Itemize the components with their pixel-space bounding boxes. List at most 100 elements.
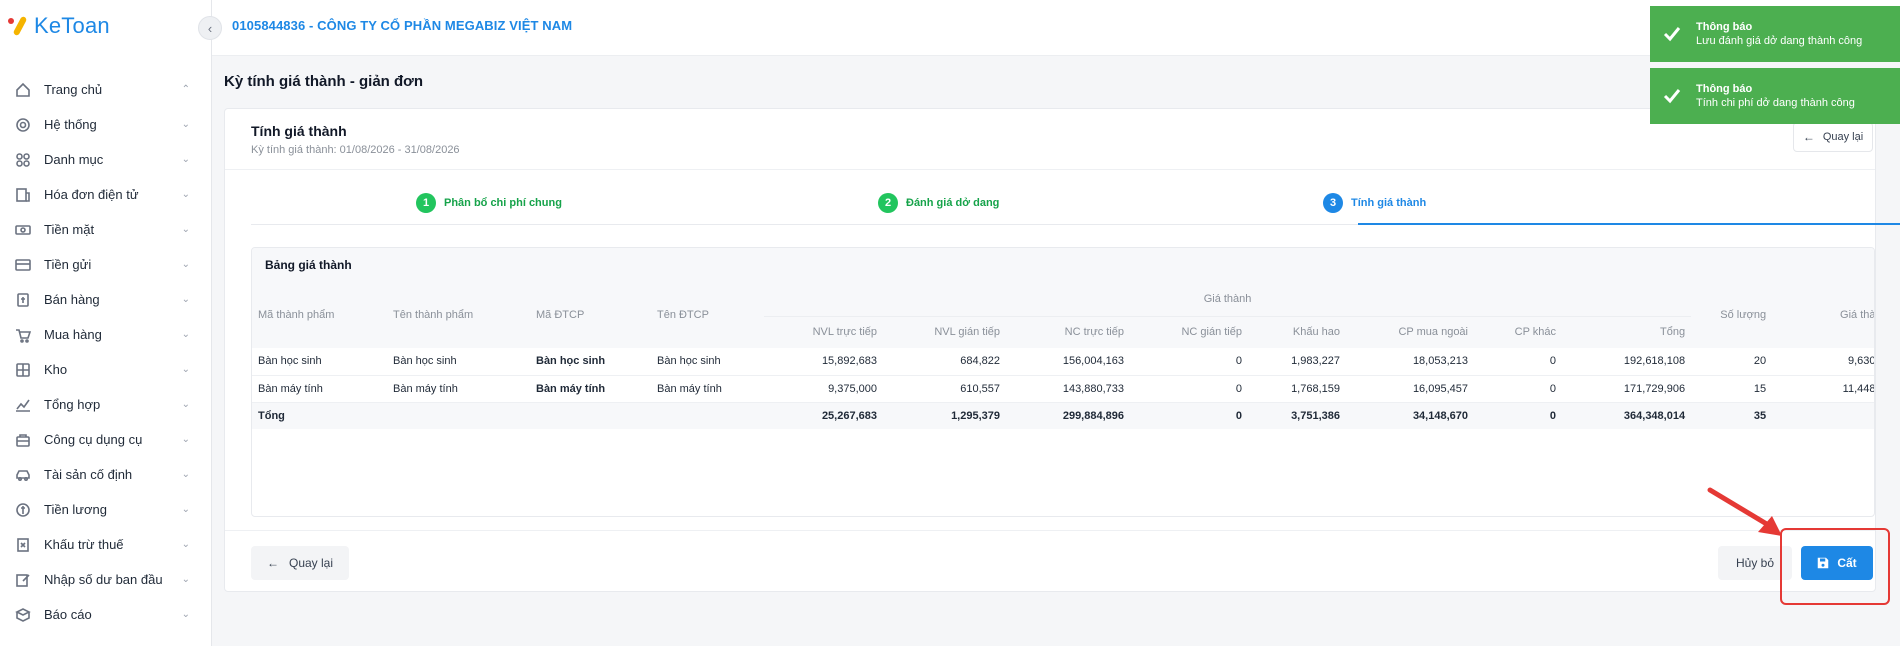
sidebar-item-cash[interactable]: Tiền mặt ⌄ <box>0 212 212 247</box>
cell-so-luong: 20 <box>1691 348 1773 376</box>
cell-total-nc-tt: 299,884,896 <box>1006 402 1130 429</box>
logo-text: KeToan <box>34 13 110 38</box>
sidebar-item-label: Tiền mặt <box>44 222 95 237</box>
sidebar-item-label: Mua hàng <box>44 327 102 342</box>
chevron-down-icon: ⌄ <box>181 469 190 480</box>
cell-cp-khac: 0 <box>1474 348 1562 376</box>
sidebar-item-label: Hóa đơn điện tử <box>44 187 139 202</box>
sidebar-item-salary[interactable]: Tiền lương ⌄ <box>0 492 212 527</box>
cell-ma-tp: Bàn học sinh <box>252 348 387 376</box>
toast-notification[interactable]: Thông báo Lưu đánh giá dở dang thành côn… <box>1650 6 1900 62</box>
edit-icon <box>14 571 32 589</box>
col-so-luong: Số lượng <box>1691 282 1773 348</box>
home-icon <box>14 81 32 99</box>
card-title: Tính giá thành <box>251 123 347 139</box>
cost-table-panel: Bảng giá thành Mã thành phẩm Tên thành p… <box>251 247 1875 517</box>
back-button-top[interactable]: ← Quay lại <box>1793 122 1873 152</box>
arrow-left-icon: ← <box>266 556 279 570</box>
cell-total-nvl-tt: 25,267,683 <box>764 402 883 429</box>
cell-nc-gt: 0 <box>1130 375 1248 403</box>
sidebar-item-tax[interactable]: Khấu trừ thuế ⌄ <box>0 527 212 562</box>
sidebar-item-label: Công cụ dụng cụ <box>44 432 143 447</box>
table-total-row: Tổng 25,267,683 1,295,379 299,884,896 0 … <box>252 402 1874 429</box>
cart-icon <box>14 326 32 344</box>
sidebar-collapse-button[interactable]: ‹ <box>198 16 222 40</box>
check-icon <box>1662 86 1682 106</box>
company-name[interactable]: 0105844836 - CÔNG TY CỔ PHẦN MEGABIZ VIỆ… <box>232 18 573 33</box>
cell-cp-mn: 18,053,213 <box>1346 348 1474 376</box>
col-group-gia-thanh: Giá thành <box>764 282 1692 317</box>
cell-nvl-tt: 9,375,000 <box>764 375 883 403</box>
col-nvl-gian-tiep: NVL gián tiếp <box>883 316 1006 348</box>
sidebar-item-sales[interactable]: Bán hàng ⌄ <box>0 282 212 317</box>
cell-total-nc-gt: 0 <box>1130 402 1248 429</box>
back-button[interactable]: ← Quay lại <box>251 546 349 580</box>
toast-message: Tính chi phí dở dang thành công <box>1696 97 1855 109</box>
chevron-down-icon: ⌄ <box>181 434 190 445</box>
step-3-label: Tính giá thành <box>1351 197 1427 209</box>
cost-table: Mã thành phẩm Tên thành phẩm Mã ĐTCP Tên… <box>252 282 1874 429</box>
cell-nvl-gt: 684,822 <box>883 348 1006 376</box>
chevron-down-icon: ⌄ <box>181 364 190 375</box>
sidebar-item-report[interactable]: Báo cáo ⌄ <box>0 597 212 632</box>
col-khau-hao: Khấu hao <box>1248 316 1346 348</box>
toast-title: Thông báo <box>1696 21 1753 33</box>
divider <box>225 530 1875 531</box>
invoice-icon <box>14 186 32 204</box>
cancel-button[interactable]: Hủy bỏ <box>1718 546 1792 580</box>
sidebar-item-gear[interactable]: Hệ thống ⌄ <box>0 107 212 142</box>
report-icon <box>14 606 32 624</box>
gear-icon <box>14 116 32 134</box>
cell-so-luong: 15 <box>1691 375 1773 403</box>
sidebar-item-label: Báo cáo <box>44 607 92 622</box>
chevron-down-icon: ⌄ <box>181 294 190 305</box>
step-1-number: 1 <box>416 193 436 213</box>
table-row[interactable]: Bàn máy tính Bàn máy tính Bàn máy tính B… <box>252 375 1874 403</box>
step-3[interactable]: 3 Tính giá thành <box>1323 181 1426 225</box>
cell-tong: 192,618,108 <box>1562 348 1692 376</box>
sidebar-item-home[interactable]: Trang chủ ⌃ <box>0 72 212 107</box>
cell-cp-khac: 0 <box>1474 375 1562 403</box>
col-ma-thanh-pham: Mã thành phẩm <box>252 282 387 348</box>
active-step-indicator <box>1358 223 1900 225</box>
sidebar-item-label: Tổng hợp <box>44 397 101 412</box>
save-button[interactable]: Cất <box>1801 546 1873 580</box>
cell-total-cp-mn: 34,148,670 <box>1346 402 1474 429</box>
sidebar-item-grid[interactable]: Danh mục ⌄ <box>0 142 212 177</box>
toast-notification[interactable]: Thông báo Tính chi phí dở dang thành côn… <box>1650 68 1900 124</box>
sidebar: KeToan Trang chủ ⌃ Hệ thống ⌄ Danh mục ⌄ Hóa đ… <box>0 0 212 646</box>
sidebar-item-car[interactable]: Tài sản cố định ⌄ <box>0 457 212 492</box>
sidebar-item-warehouse[interactable]: Kho ⌄ <box>0 352 212 387</box>
cash-icon <box>14 221 32 239</box>
sales-icon <box>14 291 32 309</box>
floppy-disk-icon <box>1818 557 1829 569</box>
chevron-down-icon: ⌄ <box>181 574 190 585</box>
top-header: 0105844836 - CÔNG TY CỔ PHẦN MEGABIZ VIỆ… <box>212 0 1900 56</box>
cell-ten-dtcp: Bàn máy tính <box>651 375 764 403</box>
table-row[interactable]: Bàn học sinh Bàn học sinh Bàn học sinh B… <box>252 348 1874 376</box>
col-ten-dtcp: Tên ĐTCP <box>651 282 764 348</box>
sidebar-item-chart[interactable]: Tổng hợp ⌄ <box>0 387 212 422</box>
sidebar-item-tools[interactable]: Công cụ dụng cụ ⌄ <box>0 422 212 457</box>
cell-total-label: Tổng <box>252 402 387 429</box>
sidebar-item-label: Kho <box>44 362 68 377</box>
grid-icon <box>14 151 32 169</box>
chart-icon <box>14 396 32 414</box>
sidebar-item-edit[interactable]: Nhập số dư ban đầu ⌄ <box>0 562 212 597</box>
sidebar-item-label: Trang chủ <box>44 82 103 97</box>
step-2[interactable]: 2 Đánh giá dở dang <box>878 181 999 225</box>
step-3-number: 3 <box>1323 193 1343 213</box>
step-1-label: Phân bổ chi phí chung <box>444 197 562 209</box>
cell-ten-tp: Bàn máy tính <box>387 375 530 403</box>
logo[interactable]: KeToan <box>8 12 110 40</box>
arrow-left-icon: ← <box>1802 130 1815 144</box>
step-1[interactable]: 1 Phân bổ chi phí chung <box>416 181 562 225</box>
cell-ten-dtcp: Bàn học sinh <box>651 348 764 376</box>
divider <box>225 169 1875 170</box>
col-nc-gian-tiep: NC gián tiếp <box>1130 316 1248 348</box>
chevron-down-icon: ⌄ <box>181 539 190 550</box>
sidebar-item-card[interactable]: Tiền gửi ⌄ <box>0 247 212 282</box>
chevron-down-icon: ⌄ <box>181 154 190 165</box>
sidebar-item-cart[interactable]: Mua hàng ⌄ <box>0 317 212 352</box>
sidebar-item-invoice[interactable]: Hóa đơn điện tử ⌄ <box>0 177 212 212</box>
